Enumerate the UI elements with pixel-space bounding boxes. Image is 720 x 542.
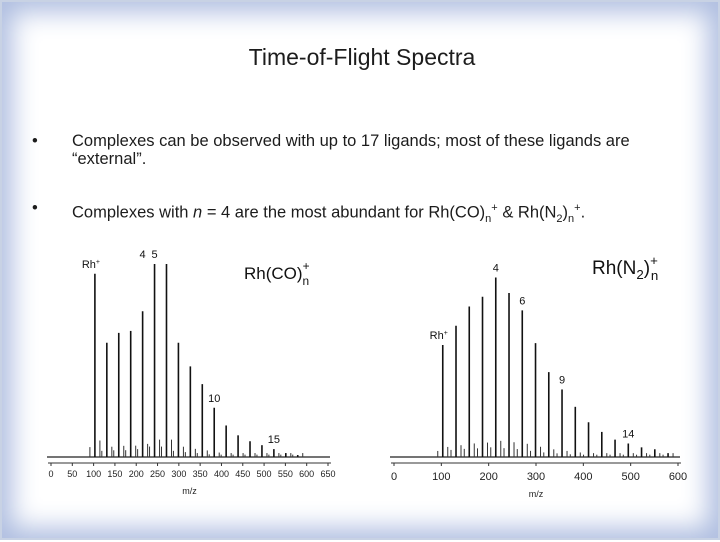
x-tick-label: 0 bbox=[391, 471, 397, 483]
peak-label: 5 bbox=[151, 249, 157, 261]
variable-n: n bbox=[193, 203, 203, 222]
bullet-marker: • bbox=[32, 199, 38, 217]
bullet-text-part: & Rh(N bbox=[497, 203, 557, 222]
slide-title: Time-of-Flight Spectra bbox=[248, 44, 476, 70]
x-tick-label: 100 bbox=[86, 469, 101, 479]
x-tick-label: 300 bbox=[527, 471, 545, 483]
x-tick-label: 350 bbox=[193, 469, 208, 479]
peak-label: 4 bbox=[140, 249, 146, 261]
bullet-text-part: Complexes with bbox=[72, 203, 194, 222]
subscript: n bbox=[568, 212, 575, 225]
superscript: + bbox=[491, 202, 498, 214]
peak-label: 4 bbox=[493, 263, 499, 275]
x-tick-label: 250 bbox=[150, 469, 165, 479]
x-tick-label: 600 bbox=[669, 471, 687, 483]
x-axis-label: m/z bbox=[182, 486, 197, 496]
x-tick-label: 0 bbox=[48, 469, 53, 479]
peak-label: Rh+ bbox=[430, 330, 448, 342]
x-tick-label: 500 bbox=[257, 469, 272, 479]
x-tick-label: 500 bbox=[621, 471, 639, 483]
bullet-text-part: = 4 are the most abundant for Rh(CO) bbox=[202, 203, 486, 222]
x-tick-label: 200 bbox=[129, 469, 144, 479]
peak-label: 10 bbox=[208, 393, 220, 405]
x-tick-label: 200 bbox=[479, 471, 497, 483]
subscript: 2 bbox=[556, 212, 563, 225]
bullet-marker: • bbox=[32, 132, 38, 150]
bullet-text-part: ) bbox=[562, 203, 569, 222]
peak-label: 6 bbox=[519, 295, 525, 307]
bullet-text: Complexes with n = 4 are the most abunda… bbox=[72, 199, 707, 228]
x-axis-label: m/z bbox=[529, 489, 544, 499]
x-tick-label: 400 bbox=[214, 469, 229, 479]
x-tick-label: 50 bbox=[67, 469, 77, 479]
peak-label: Rh+ bbox=[82, 259, 100, 271]
peak-label: 9 bbox=[559, 374, 565, 386]
chart-title: Rh(N2)+ n bbox=[592, 253, 658, 283]
subscript: n bbox=[485, 212, 492, 225]
x-tick-label: 450 bbox=[235, 469, 250, 479]
peak-label: 14 bbox=[622, 428, 634, 440]
bullet-text-part: . bbox=[580, 203, 586, 222]
bullet-text: Complexes can be observed with up to 17 … bbox=[72, 132, 630, 168]
x-tick-label: 400 bbox=[574, 471, 592, 483]
chart-title: Rh(CO)+ n bbox=[244, 259, 310, 288]
x-tick-label: 100 bbox=[432, 471, 450, 483]
x-tick-label: 600 bbox=[299, 469, 314, 479]
superscript: + bbox=[574, 202, 581, 214]
x-tick-label: 150 bbox=[107, 469, 122, 479]
peak-label: 15 bbox=[268, 434, 280, 446]
x-tick-label: 300 bbox=[171, 469, 186, 479]
x-tick-label: 550 bbox=[278, 469, 293, 479]
x-tick-label: 650 bbox=[320, 469, 335, 479]
